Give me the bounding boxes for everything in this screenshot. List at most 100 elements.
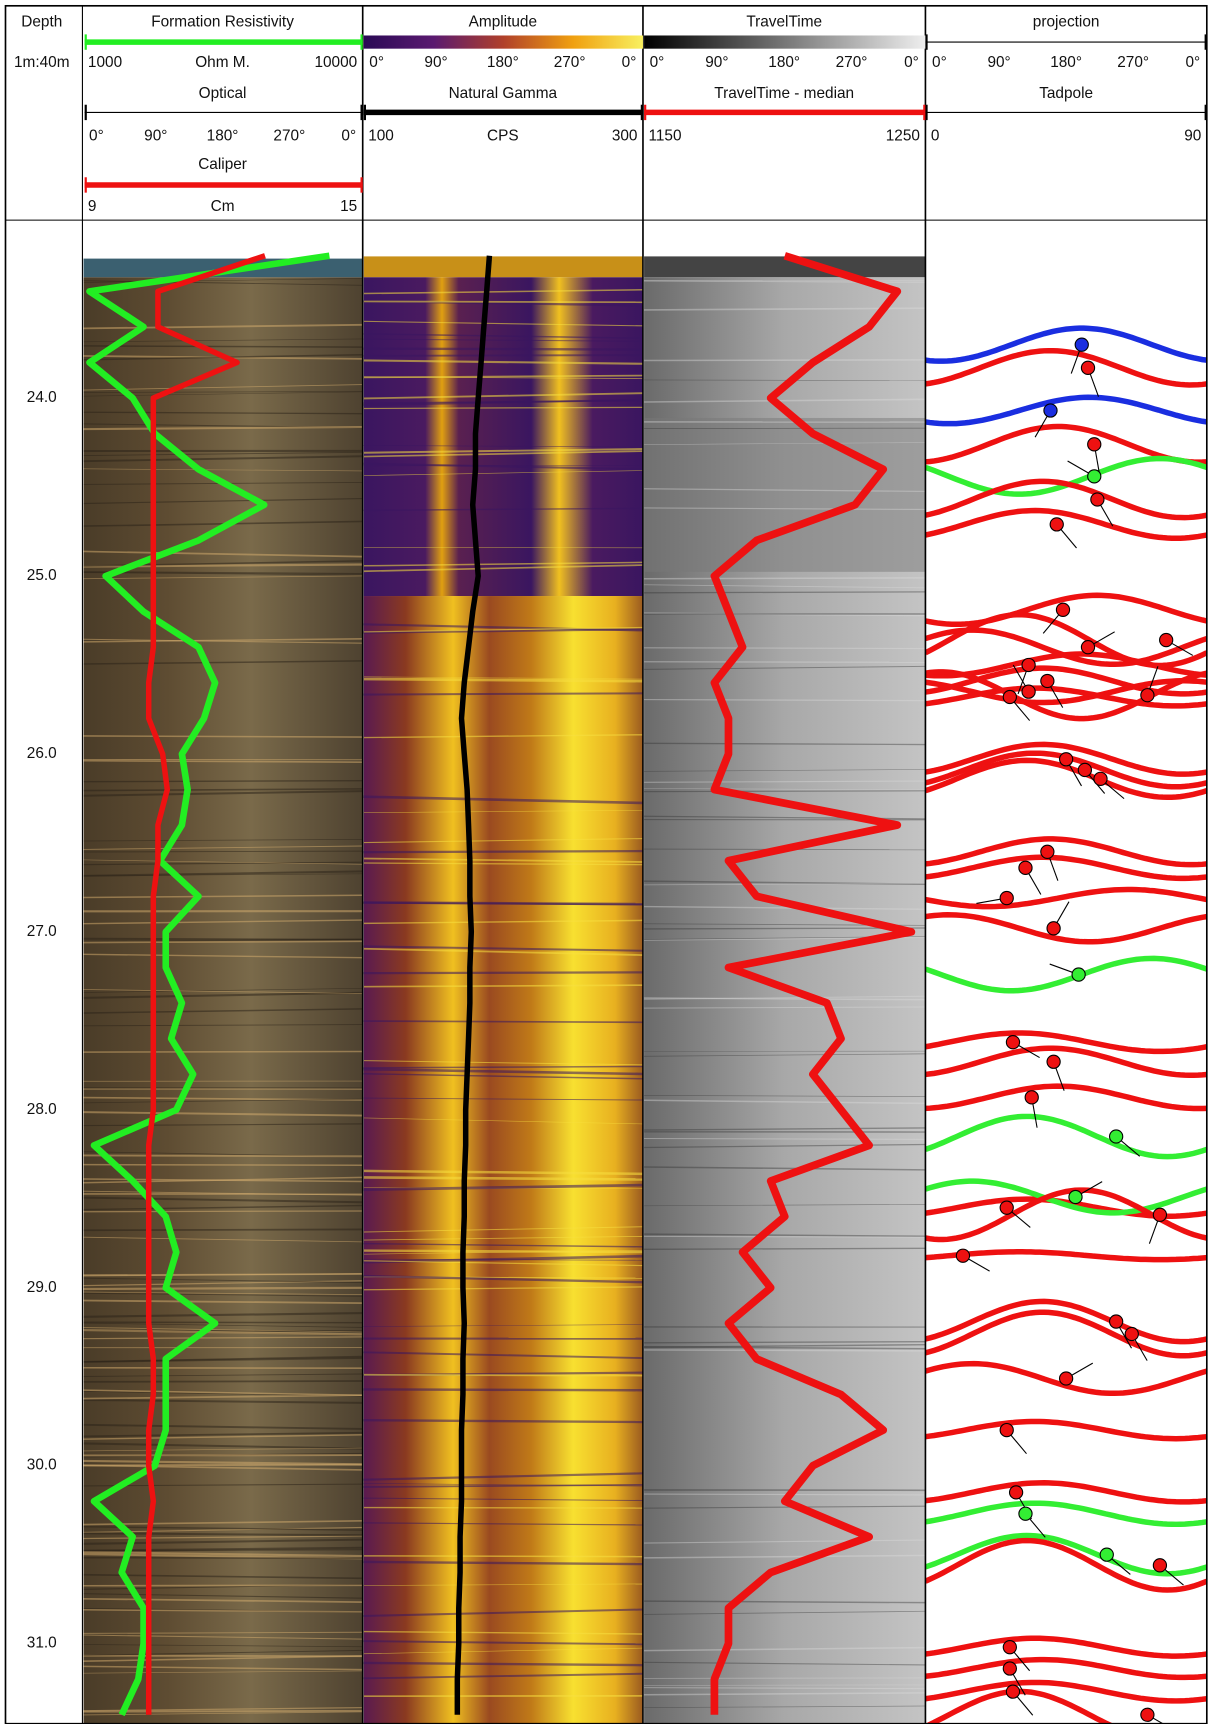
tadpole	[1021, 657, 1036, 673]
optical-texture	[83, 1711, 363, 1716]
optical-texture	[83, 859, 363, 865]
optical-texture	[83, 571, 363, 575]
optical-texture	[83, 638, 363, 644]
traveltime-texture	[644, 307, 926, 311]
tadpole	[1008, 1485, 1024, 1500]
amplitude-texture	[363, 984, 643, 988]
traveltime-texture	[644, 647, 926, 650]
amplitude-texture	[363, 734, 643, 739]
sinusoid	[925, 478, 1207, 521]
track-title: Tadpole	[1039, 85, 1093, 102]
traveltime-texture	[644, 790, 926, 793]
amplitude-texture	[363, 1373, 643, 1377]
tadpole	[1040, 673, 1055, 689]
sinusoid	[925, 1113, 1207, 1160]
track-title: Formation Resistivity	[151, 13, 294, 30]
azimuth-tick-label: 90°	[987, 54, 1010, 71]
traveltime-texture	[644, 742, 926, 746]
amplitude-texture	[363, 398, 643, 407]
gamma-curve	[454, 255, 493, 1715]
optical-texture	[83, 1380, 363, 1383]
amplitude-texture	[363, 1560, 643, 1566]
traveltime-texture	[644, 1687, 926, 1690]
amplitude-texture	[363, 374, 643, 379]
amplitude-texture	[363, 676, 643, 680]
amplitude-texture	[363, 809, 643, 813]
optical-texture	[83, 987, 363, 993]
amplitude-texture	[363, 1274, 643, 1284]
optical-texture	[83, 953, 363, 959]
amplitude-texture	[363, 1242, 643, 1248]
optical-texture	[83, 1111, 363, 1117]
scale-min: 9	[88, 198, 97, 215]
optical-texture	[83, 550, 363, 558]
tadpole	[1002, 1661, 1017, 1676]
optical-texture	[83, 280, 363, 286]
scale-min: 1150	[648, 128, 681, 145]
amplitude-texture	[363, 1555, 643, 1558]
scale-min: 100	[368, 128, 394, 145]
optical-texture	[83, 1210, 363, 1213]
sinusoid	[925, 651, 1207, 679]
traveltime-texture	[644, 769, 926, 772]
optical-texture	[83, 1394, 363, 1400]
azimuth-tick-label: 0°	[622, 54, 637, 71]
traveltime-texture	[644, 1247, 926, 1251]
amplitude-texture	[363, 1640, 643, 1646]
optical-image	[83, 277, 363, 1724]
tadpole	[1021, 684, 1036, 699]
scale-min: 0	[931, 128, 940, 145]
optical-texture	[83, 455, 363, 463]
amplitude-texture	[363, 1672, 643, 1680]
optical-texture	[83, 1190, 363, 1196]
optical-texture	[83, 1593, 363, 1599]
scale-unit: Ohm M.	[195, 54, 250, 71]
traveltime-texture	[644, 442, 926, 445]
amplitude-texture	[363, 1661, 643, 1667]
caliper-curve	[145, 253, 266, 1715]
azimuth-tick-label: 0°	[932, 54, 947, 71]
traveltime_median-curve	[710, 252, 916, 1715]
tadpole	[1108, 1314, 1124, 1329]
amplitude-texture	[363, 1060, 643, 1066]
depth-label: 28.0	[27, 1101, 57, 1118]
azimuth-tick-label: 90°	[705, 54, 728, 71]
sinusoid	[925, 1309, 1207, 1359]
optical-texture	[83, 1434, 363, 1440]
optical-texture	[83, 1670, 363, 1674]
optical-texture	[83, 1459, 363, 1466]
optical-texture	[83, 1483, 363, 1487]
optical-texture	[83, 1123, 363, 1127]
optical-texture	[83, 759, 363, 763]
optical-texture	[83, 919, 363, 925]
traveltime-texture	[644, 1661, 926, 1666]
sinusoid	[925, 1298, 1207, 1345]
traveltime-texture	[644, 780, 926, 783]
tadpole	[999, 890, 1014, 906]
tadpole	[1018, 860, 1033, 875]
optical-texture	[83, 1024, 363, 1027]
track-title: Optical	[199, 85, 247, 102]
traveltime-texture	[644, 665, 926, 670]
amplitude-texture	[363, 1351, 643, 1360]
tadpole	[1152, 1207, 1168, 1222]
amplitude-texture	[363, 448, 643, 454]
traveltime-texture	[644, 1646, 926, 1652]
optical-texture	[83, 894, 363, 899]
traveltime-texture	[644, 507, 926, 511]
traveltime-texture	[644, 1493, 926, 1496]
tadpole	[1018, 1506, 1033, 1521]
azimuth-tick-label: 180°	[207, 128, 239, 145]
traveltime-texture	[644, 661, 926, 663]
traveltime-texture	[644, 1233, 926, 1237]
azimuth-tick-label: 0°	[650, 54, 665, 71]
optical-texture	[83, 1292, 363, 1297]
optical-texture	[83, 1050, 363, 1053]
tadpole	[1005, 1035, 1021, 1050]
amplitude-texture	[363, 626, 643, 633]
traveltime-texture	[644, 882, 926, 886]
traveltime-texture	[644, 1099, 926, 1105]
traveltime-texture	[644, 1684, 926, 1686]
amplitude-texture	[363, 947, 643, 956]
optical-texture	[83, 845, 363, 850]
